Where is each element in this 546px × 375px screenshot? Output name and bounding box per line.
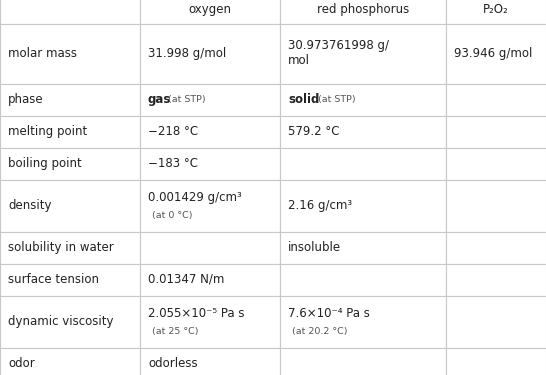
- Text: odorless: odorless: [148, 357, 198, 370]
- Text: insoluble: insoluble: [288, 241, 341, 254]
- Bar: [280, 116, 446, 147]
- Bar: [446, 180, 546, 231]
- Text: surface tension: surface tension: [8, 273, 99, 286]
- Bar: [140, 24, 280, 84]
- Bar: [140, 84, 280, 116]
- Text: boiling point: boiling point: [8, 157, 82, 170]
- Text: (at STP): (at STP): [168, 95, 205, 104]
- Bar: [280, 180, 446, 231]
- Text: 31.998 g/mol: 31.998 g/mol: [148, 47, 226, 60]
- Bar: [140, 0, 280, 24]
- Bar: [446, 296, 546, 348]
- Bar: [280, 84, 446, 116]
- Bar: [280, 348, 446, 375]
- Bar: [140, 264, 280, 296]
- Text: density: density: [8, 199, 51, 212]
- Text: solid: solid: [288, 93, 319, 106]
- Bar: [280, 296, 446, 348]
- Text: P₂O₂: P₂O₂: [483, 3, 509, 16]
- Bar: [280, 0, 446, 24]
- Bar: [446, 84, 546, 116]
- Bar: [0, 264, 140, 296]
- Text: 2.16 g/cm³: 2.16 g/cm³: [288, 199, 352, 212]
- Text: −218 °C: −218 °C: [148, 125, 198, 138]
- Bar: [0, 231, 140, 264]
- Bar: [280, 264, 446, 296]
- Bar: [140, 116, 280, 147]
- Text: 0.01347 N/m: 0.01347 N/m: [148, 273, 224, 286]
- Text: oxygen: oxygen: [188, 3, 232, 16]
- Bar: [140, 147, 280, 180]
- Bar: [446, 147, 546, 180]
- Text: −183 °C: −183 °C: [148, 157, 198, 170]
- Bar: [140, 231, 280, 264]
- Bar: [446, 24, 546, 84]
- Text: 2.055×10⁻⁵ Pa s: 2.055×10⁻⁵ Pa s: [148, 307, 245, 320]
- Bar: [0, 0, 140, 24]
- Bar: [0, 84, 140, 116]
- Bar: [0, 348, 140, 375]
- Text: 0.001429 g/cm³: 0.001429 g/cm³: [148, 191, 242, 204]
- Text: 579.2 °C: 579.2 °C: [288, 125, 340, 138]
- Bar: [446, 231, 546, 264]
- Text: (at STP): (at STP): [318, 95, 356, 104]
- Text: dynamic viscosity: dynamic viscosity: [8, 315, 114, 328]
- Text: (at 25 °C): (at 25 °C): [152, 327, 199, 336]
- Bar: [140, 348, 280, 375]
- Text: phase: phase: [8, 93, 44, 106]
- Bar: [280, 24, 446, 84]
- Bar: [280, 147, 446, 180]
- Text: red phosphorus: red phosphorus: [317, 3, 409, 16]
- Text: molar mass: molar mass: [8, 47, 77, 60]
- Bar: [0, 147, 140, 180]
- Text: melting point: melting point: [8, 125, 87, 138]
- Text: gas: gas: [148, 93, 171, 106]
- Text: solubility in water: solubility in water: [8, 241, 114, 254]
- Bar: [446, 264, 546, 296]
- Bar: [0, 296, 140, 348]
- Text: (at 0 °C): (at 0 °C): [152, 211, 193, 220]
- Text: odor: odor: [8, 357, 35, 370]
- Bar: [446, 348, 546, 375]
- Bar: [0, 116, 140, 147]
- Text: (at 20.2 °C): (at 20.2 °C): [292, 327, 347, 336]
- Bar: [140, 296, 280, 348]
- Bar: [140, 180, 280, 231]
- Bar: [280, 231, 446, 264]
- Bar: [0, 24, 140, 84]
- Text: 93.946 g/mol: 93.946 g/mol: [454, 47, 532, 60]
- Text: 7.6×10⁻⁴ Pa s: 7.6×10⁻⁴ Pa s: [288, 307, 370, 320]
- Bar: [0, 180, 140, 231]
- Bar: [446, 116, 546, 147]
- Text: 30.973761998 g/
mol: 30.973761998 g/ mol: [288, 39, 389, 68]
- Bar: [446, 0, 546, 24]
